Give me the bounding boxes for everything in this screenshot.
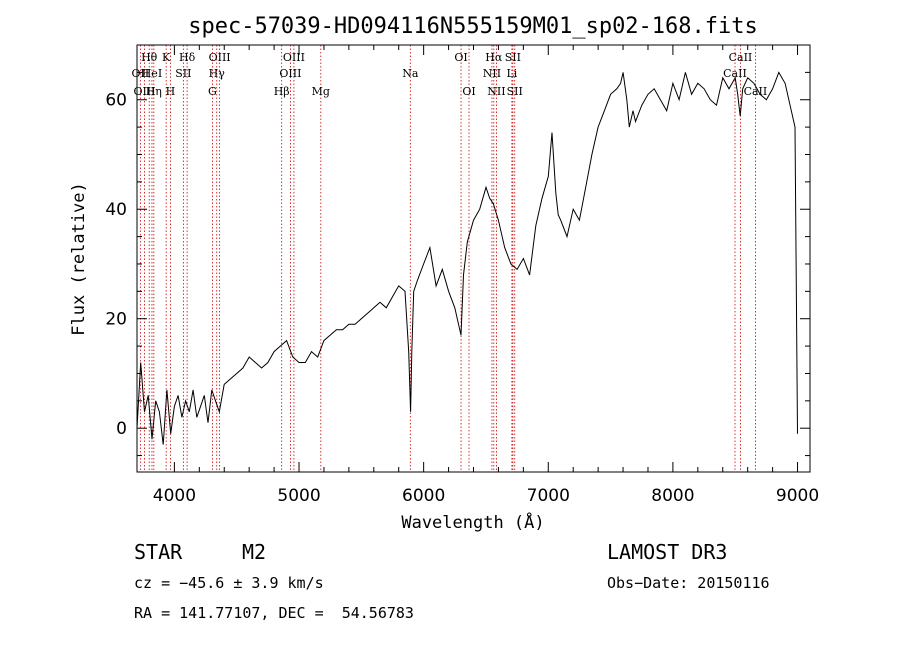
line-markers xyxy=(139,45,756,472)
line-marker-label: Hδ xyxy=(179,51,196,64)
line-marker-label: OI xyxy=(462,85,475,98)
line-marker-label: OI xyxy=(454,51,467,64)
line-marker-label: H xyxy=(166,85,176,98)
x-axis-ticks: 4000 5000 6000 7000 8000 9000 xyxy=(153,45,819,506)
plot-frame xyxy=(136,44,811,473)
y-tick-label: 60 xyxy=(105,91,127,111)
y-axis-ticks: 0 20 40 60 xyxy=(105,71,810,457)
line-marker-labels: Hθ OII OIII HeI Hη K H SII Hδ OIII Hγ G OIII OIII Hβ Mg… xyxy=(132,51,768,98)
y-axis-label: Flux (relative) xyxy=(69,182,89,336)
x-tick-label: 8000 xyxy=(651,486,694,506)
line-marker-label: K xyxy=(162,51,171,64)
line-marker-label: Hη xyxy=(146,85,162,98)
line-marker-label: OIII xyxy=(209,51,231,64)
x-axis-label: Wavelength (Å) xyxy=(401,511,544,533)
line-marker-label: NII xyxy=(487,85,505,98)
line-marker-label: Li xyxy=(506,67,517,80)
line-marker-label: Mg xyxy=(312,85,330,98)
line-marker-label: Hγ xyxy=(209,67,226,80)
spectrum-chart: spec-57039-HD094116N555159M01_sp02-168.f… xyxy=(69,14,819,533)
line-marker-label: SII xyxy=(507,85,523,98)
line-marker-label: OII xyxy=(132,67,150,80)
x-tick-label: 9000 xyxy=(776,486,819,506)
observation-date: Obs−Date: 20150116 xyxy=(607,574,770,592)
line-marker-label: Hα xyxy=(485,51,503,64)
line-marker-label: OIII xyxy=(279,67,301,80)
object-subclass: M2 xyxy=(242,540,267,564)
line-marker-label: HeI xyxy=(142,67,162,80)
x-tick-label: 7000 xyxy=(527,486,570,506)
object-class: STAR xyxy=(134,540,183,564)
x-tick-label: 4000 xyxy=(153,486,196,506)
x-tick-label: 6000 xyxy=(402,486,445,506)
line-marker-label: G xyxy=(208,85,217,98)
line-marker-label: OIII xyxy=(283,51,305,64)
line-marker-label: Hβ xyxy=(274,85,290,98)
line-marker-label: Na xyxy=(402,67,419,80)
chart-title: spec-57039-HD094116N555159M01_sp02-168.f… xyxy=(188,14,758,39)
line-marker-label: CaII xyxy=(729,51,753,64)
y-tick-label: 0 xyxy=(116,419,127,439)
line-marker-label: SII xyxy=(175,67,191,80)
line-marker-label: SII xyxy=(505,51,521,64)
line-marker-label: OIII xyxy=(133,85,155,98)
redshift-cz: cz = −45.6 ± 3.9 km/s xyxy=(134,574,324,592)
line-marker-label: Hθ xyxy=(141,51,158,64)
line-marker-label: CaII xyxy=(723,67,747,80)
survey-name: LAMOST DR3 xyxy=(607,540,728,564)
line-marker-label: NII xyxy=(483,67,501,80)
y-tick-label: 40 xyxy=(105,200,127,220)
y-tick-label: 20 xyxy=(105,310,127,330)
coordinates: RA = 141.77107, DEC = 54.56783 xyxy=(134,604,414,622)
spectrum-line xyxy=(136,71,798,445)
x-tick-label: 5000 xyxy=(277,486,320,506)
